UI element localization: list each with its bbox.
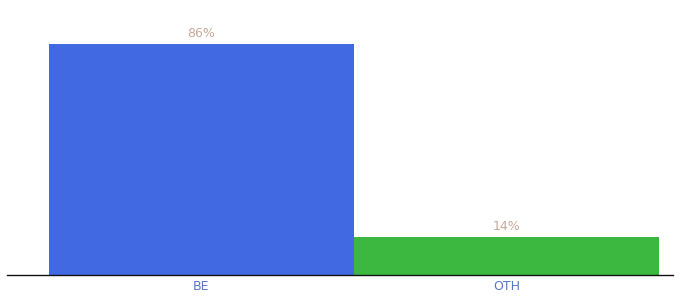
Text: 14%: 14% [492, 220, 520, 233]
Bar [354, 237, 659, 274]
Bar [48, 44, 354, 274]
Text: 86%: 86% [187, 27, 215, 40]
